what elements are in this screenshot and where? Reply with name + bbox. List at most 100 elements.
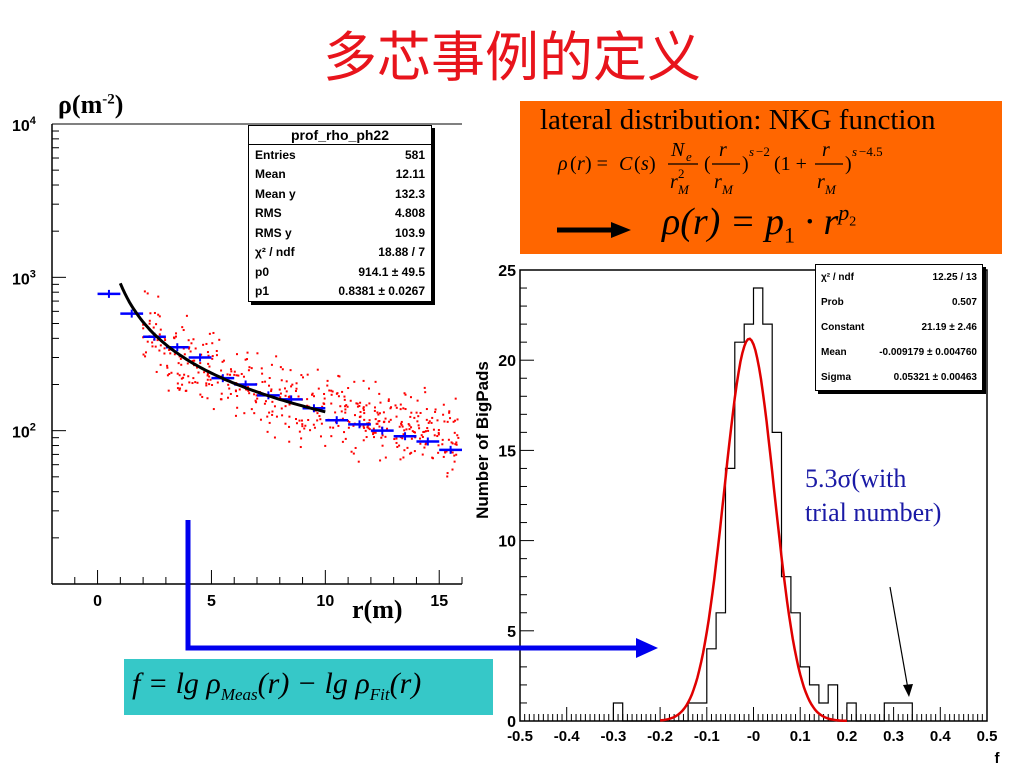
left-stat-value: 12.11 [395,167,425,182]
scatter-point [215,354,218,357]
svg-text:s: s [749,144,754,159]
scatter-point [409,415,412,418]
scatter-point [285,390,288,393]
scatter-point [368,387,371,390]
scatter-point [301,425,304,428]
left-stat-label: Mean [255,167,286,182]
scatter-point [421,435,424,438]
scatter-point [457,436,460,439]
svg-text:r: r [817,171,825,193]
scatter-point [182,329,185,332]
right-stat-label: Constant [821,322,865,333]
scatter-point [263,402,266,405]
left-stat-value: 914.1 ± 49.5 [358,264,425,279]
scatter-point [216,381,219,384]
scatter-point [209,378,212,381]
right-stat-row: Mean -0.009179 ± 0.004760 [816,340,982,365]
scatter-point [346,405,349,408]
scatter-point [227,383,230,386]
left-stat-value: 4.808 [394,206,425,221]
scatter-point [350,450,353,453]
scatter-point [316,368,319,371]
svg-text:r: r [714,171,722,193]
left-stat-label: RMS y [255,225,292,240]
right-x-tick-label: -0.3 [600,728,626,745]
scatter-point [377,413,380,416]
scatter-point [372,431,375,434]
scatter-point [280,407,283,410]
scatter-point [144,355,147,358]
scatter-point [362,407,365,410]
scatter-point [427,421,430,424]
scatter-point [311,392,314,395]
scatter-point [319,418,322,421]
scatter-point [356,405,359,408]
scatter-point [155,370,158,373]
scatter-point [424,430,427,433]
scatter-point [323,397,326,400]
right-stat-label: Mean [821,347,847,358]
scatter-point [295,382,298,385]
scatter-point [417,415,420,418]
fit-rhs: · r [794,201,839,243]
svg-text:): ) [649,153,656,175]
power-law-fit-formula: ρ(r) = p1 · rp2 [662,200,856,249]
scatter-point [446,475,449,478]
scatter-point [142,353,145,356]
scatter-point [298,430,301,433]
scatter-point [158,333,161,336]
scatter-point [215,349,218,352]
scatter-point [187,375,190,378]
scatter-point [364,429,367,432]
scatter-point [208,375,211,378]
scatter-point [302,376,305,379]
scatter-point [437,433,440,436]
scatter-point [409,452,412,455]
scatter-point [359,401,362,404]
scatter-point [196,366,199,369]
scatter-point [445,450,448,453]
scatter-point [437,428,440,431]
left-x-tick-label: 15 [430,593,448,610]
scatter-point [410,451,413,454]
scatter-point [283,387,286,390]
scatter-point [436,435,439,438]
scatter-point [220,392,223,395]
left-stat-row: RMS y 103.9 [249,223,431,243]
left-stat-row: p1 0.8381 ± 0.0267 [249,282,431,302]
scatter-point [190,342,193,345]
scatter-point [352,424,355,427]
scatter-point [188,346,191,349]
scatter-point [176,387,179,390]
scatter-point [242,375,245,378]
scatter-point [365,436,368,439]
f-definition-formula: f = lg ρMeas(r) − lg ρFit(r) [132,667,421,705]
scatter-point [181,326,184,329]
scatter-point [384,435,387,438]
scatter-point [192,338,195,341]
scatter-point [205,384,208,387]
scatter-point [266,430,269,433]
scatter-point [451,442,454,445]
right-stat-row: Prob 0.507 [816,290,982,315]
scatter-point [142,327,145,330]
scatter-point [182,376,185,379]
scatter-point [163,347,166,350]
scatter-point [408,424,411,427]
scatter-point [181,383,184,386]
scatter-point [433,434,436,437]
scatter-point [451,468,454,471]
scatter-point [183,373,186,376]
scatter-point [455,441,458,444]
scatter-point [163,352,166,355]
scatter-point [168,373,171,376]
scatter-point [406,446,409,449]
scatter-point [306,373,309,376]
scatter-point [205,382,208,385]
scatter-point [374,380,377,383]
scatter-point [279,396,282,399]
scatter-point [400,422,403,425]
scatter-point [273,405,276,408]
scatter-point [290,385,293,388]
scatter-point [261,372,264,375]
